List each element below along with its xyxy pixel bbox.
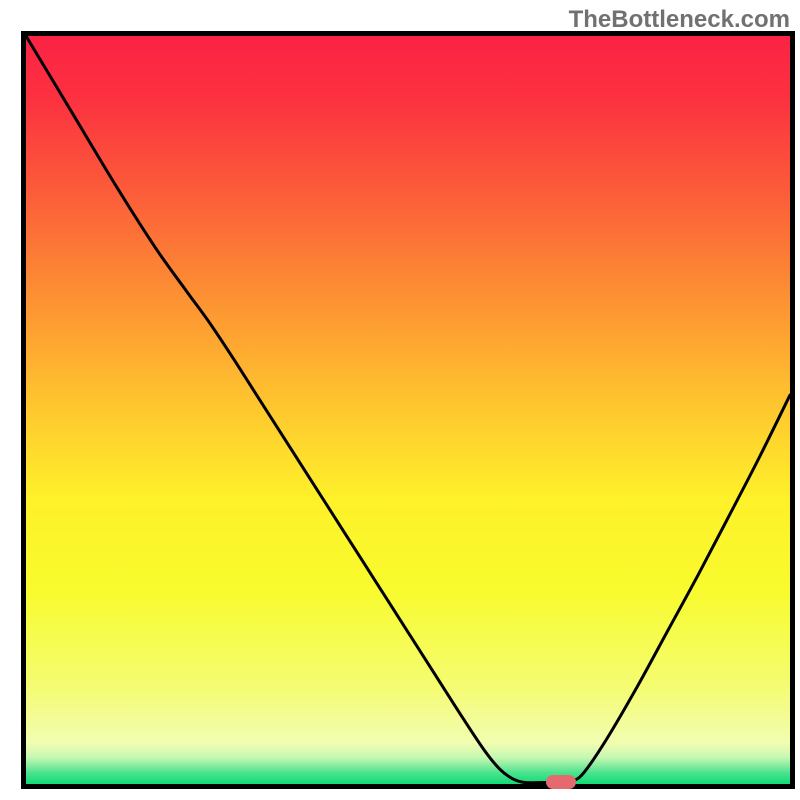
optimal-point-marker (546, 775, 576, 789)
watermark-text: TheBottleneck.com (569, 6, 790, 34)
chart-container: TheBottleneck.com (0, 0, 800, 800)
plot-svg (0, 0, 800, 800)
